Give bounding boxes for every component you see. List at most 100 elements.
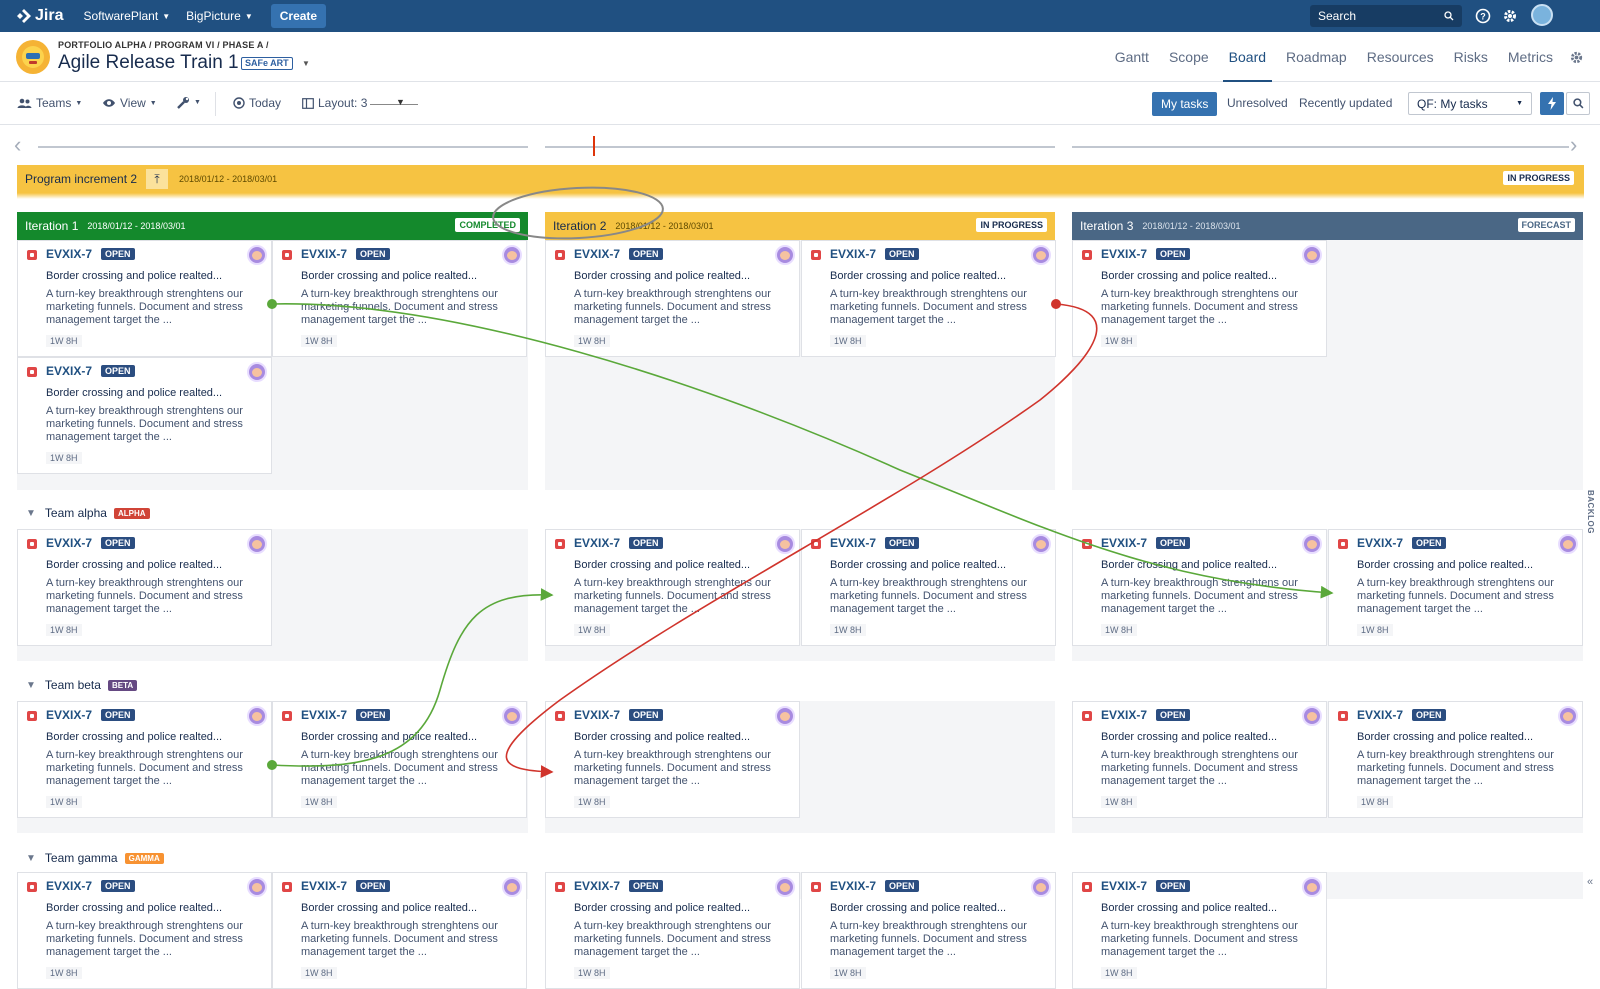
jira-logo[interactable]: Jira bbox=[16, 7, 63, 25]
board-search-button[interactable] bbox=[1566, 92, 1590, 115]
assignee-avatar[interactable] bbox=[247, 245, 267, 265]
assignee-avatar[interactable] bbox=[1302, 877, 1322, 897]
assignee-avatar[interactable] bbox=[1558, 534, 1578, 554]
issue-card[interactable]: EVXIX-7 OPEN Border crossing and police re… bbox=[545, 529, 800, 646]
iteration-3-header[interactable]: Iteration 3 2018/01/12 - 2018/03/01 FORE… bbox=[1072, 212, 1583, 240]
issue-key-link[interactable]: EVXIX-7 bbox=[1101, 879, 1148, 893]
tab-scope[interactable]: Scope bbox=[1168, 49, 1209, 65]
board-settings-gear-icon[interactable] bbox=[1563, 32, 1600, 82]
help-icon[interactable]: ? bbox=[1475, 8, 1491, 24]
assignee-avatar[interactable] bbox=[1302, 534, 1322, 554]
issue-key-link[interactable]: EVXIX-7 bbox=[1357, 536, 1404, 550]
issue-card[interactable]: EVXIX-7 OPEN Border crossing and police re… bbox=[1072, 872, 1327, 989]
issue-key-link[interactable]: EVXIX-7 bbox=[301, 879, 348, 893]
issue-key-link[interactable]: EVXIX-7 bbox=[830, 879, 877, 893]
timeline-prev-arrow-icon[interactable]: ‹ bbox=[14, 132, 22, 157]
recently-updated-filter[interactable]: Recently updated bbox=[1299, 96, 1393, 110]
teams-dropdown[interactable]: Teams ▼ bbox=[17, 96, 82, 110]
tab-gantt[interactable]: Gantt bbox=[1114, 49, 1149, 65]
assignee-avatar[interactable] bbox=[775, 706, 795, 726]
issue-key-link[interactable]: EVXIX-7 bbox=[46, 879, 93, 893]
team-gamma-header[interactable]: ▼ Team gamma GAMMA bbox=[26, 851, 164, 865]
assignee-avatar[interactable] bbox=[247, 877, 267, 897]
assignee-avatar[interactable] bbox=[1031, 245, 1051, 265]
assignee-avatar[interactable] bbox=[1302, 706, 1322, 726]
sort-arrow-icon[interactable]: ⤒ bbox=[146, 169, 169, 189]
tab-board[interactable]: Board bbox=[1219, 32, 1276, 82]
assignee-avatar[interactable] bbox=[775, 245, 795, 265]
timeline-next-arrow-icon[interactable]: › bbox=[1570, 132, 1578, 157]
issue-key-link[interactable]: EVXIX-7 bbox=[1101, 247, 1148, 261]
assignee-avatar[interactable] bbox=[247, 706, 267, 726]
user-avatar[interactable] bbox=[1531, 4, 1553, 26]
issue-key-link[interactable]: EVXIX-7 bbox=[1357, 708, 1404, 722]
tab-metrics[interactable]: Metrics bbox=[1507, 49, 1553, 65]
issue-card[interactable]: EVXIX-7 OPEN Border crossing and police re… bbox=[272, 872, 527, 989]
issue-key-link[interactable]: EVXIX-7 bbox=[830, 247, 877, 261]
issue-card[interactable]: EVXIX-7 OPEN Border crossing and police re… bbox=[272, 240, 527, 357]
issue-card[interactable]: EVXIX-7 OPEN Border crossing and police re… bbox=[545, 701, 800, 818]
issue-card[interactable]: EVXIX-7 OPEN Border crossing and police re… bbox=[17, 701, 272, 818]
issue-card[interactable]: EVXIX-7 OPEN Border crossing and police re… bbox=[1328, 701, 1583, 818]
layout-control[interactable]: Layout: 3 bbox=[302, 96, 367, 110]
view-dropdown[interactable]: View ▼ bbox=[102, 96, 157, 110]
tab-resources[interactable]: Resources bbox=[1366, 49, 1434, 65]
issue-key-link[interactable]: EVXIX-7 bbox=[46, 364, 93, 378]
tab-roadmap[interactable]: Roadmap bbox=[1286, 49, 1347, 65]
issue-card[interactable]: EVXIX-7 OPEN Border crossing and police re… bbox=[801, 240, 1056, 357]
bigpicture-menu[interactable]: BigPicture ▼ bbox=[186, 9, 253, 23]
chevron-down-icon[interactable]: ▼ bbox=[26, 852, 36, 864]
issue-key-link[interactable]: EVXIX-7 bbox=[46, 708, 93, 722]
team-beta-header[interactable]: ▼ Team beta BETA bbox=[26, 678, 138, 692]
chevron-down-icon[interactable]: ▼ bbox=[26, 679, 36, 691]
issue-card[interactable]: EVXIX-7 OPEN Border crossing and police re… bbox=[801, 529, 1056, 646]
issue-card[interactable]: EVXIX-7 OPEN Border crossing and police re… bbox=[801, 872, 1056, 989]
issue-key-link[interactable]: EVXIX-7 bbox=[46, 536, 93, 550]
issue-key-link[interactable]: EVXIX-7 bbox=[301, 247, 348, 261]
assignee-avatar[interactable] bbox=[1302, 245, 1322, 265]
assignee-avatar[interactable] bbox=[1558, 706, 1578, 726]
issue-key-link[interactable]: EVXIX-7 bbox=[301, 708, 348, 722]
today-button[interactable]: Today bbox=[233, 96, 281, 110]
issue-card[interactable]: EVXIX-7 OPEN Border crossing and police re… bbox=[545, 240, 800, 357]
settings-gear-icon[interactable] bbox=[1502, 8, 1518, 24]
assignee-avatar[interactable] bbox=[502, 245, 522, 265]
softwareplant-menu[interactable]: SoftwarePlant ▼ bbox=[83, 9, 170, 23]
chevron-down-icon[interactable]: ▼ bbox=[302, 59, 310, 68]
issue-key-link[interactable]: EVXIX-7 bbox=[574, 247, 621, 261]
issue-key-link[interactable]: EVXIX-7 bbox=[574, 879, 621, 893]
program-increment-bar[interactable]: Program increment 2 ⤒ 2018/01/12 - 2018/… bbox=[17, 165, 1584, 199]
quick-filter-select[interactable]: QF: My tasks ▼ bbox=[1408, 92, 1532, 115]
issue-card[interactable]: EVXIX-7 OPEN Border crossing and police re… bbox=[1328, 529, 1583, 646]
collapse-backlog-icon[interactable]: « bbox=[1587, 876, 1594, 888]
issue-key-link[interactable]: EVXIX-7 bbox=[830, 536, 877, 550]
issue-card[interactable]: EVXIX-7 OPEN Border crossing and police re… bbox=[17, 872, 272, 989]
issue-key-link[interactable]: EVXIX-7 bbox=[574, 708, 621, 722]
team-alpha-header[interactable]: ▼ Team alpha ALPHA bbox=[26, 506, 150, 520]
backlog-toggle[interactable]: BACKLOG bbox=[1586, 490, 1595, 534]
tools-dropdown[interactable]: ▼ bbox=[177, 96, 201, 109]
chevron-down-icon[interactable]: ▼ bbox=[26, 507, 36, 519]
issue-key-link[interactable]: EVXIX-7 bbox=[46, 247, 93, 261]
assignee-avatar[interactable] bbox=[1031, 877, 1051, 897]
assignee-avatar[interactable] bbox=[247, 534, 267, 554]
iteration-2-header[interactable]: Iteration 2 2018/01/12 - 2018/03/01 IN P… bbox=[545, 212, 1055, 240]
assignee-avatar[interactable] bbox=[502, 877, 522, 897]
my-tasks-filter-button[interactable]: My tasks bbox=[1152, 92, 1218, 116]
issue-key-link[interactable]: EVXIX-7 bbox=[574, 536, 621, 550]
issue-card[interactable]: EVXIX-7 OPEN Border crossing and police re… bbox=[17, 357, 272, 474]
assignee-avatar[interactable] bbox=[775, 877, 795, 897]
search-input[interactable]: Search bbox=[1310, 5, 1462, 27]
issue-card[interactable]: EVXIX-7 OPEN Border crossing and police re… bbox=[272, 701, 527, 818]
assignee-avatar[interactable] bbox=[502, 706, 522, 726]
issue-card[interactable]: EVXIX-7 OPEN Border crossing and police re… bbox=[1072, 701, 1327, 818]
issue-card[interactable]: EVXIX-7 OPEN Border crossing and police re… bbox=[1072, 529, 1327, 646]
issue-card[interactable]: EVXIX-7 OPEN Border crossing and police re… bbox=[17, 529, 272, 646]
issue-key-link[interactable]: EVXIX-7 bbox=[1101, 708, 1148, 722]
layout-slider-handle[interactable]: ▼ bbox=[396, 97, 405, 107]
issue-card[interactable]: EVXIX-7 OPEN Border crossing and police re… bbox=[545, 872, 800, 989]
layout-slider-track[interactable] bbox=[370, 104, 418, 105]
issue-key-link[interactable]: EVXIX-7 bbox=[1101, 536, 1148, 550]
tab-risks[interactable]: Risks bbox=[1453, 49, 1488, 65]
create-button[interactable]: Create bbox=[270, 4, 327, 28]
